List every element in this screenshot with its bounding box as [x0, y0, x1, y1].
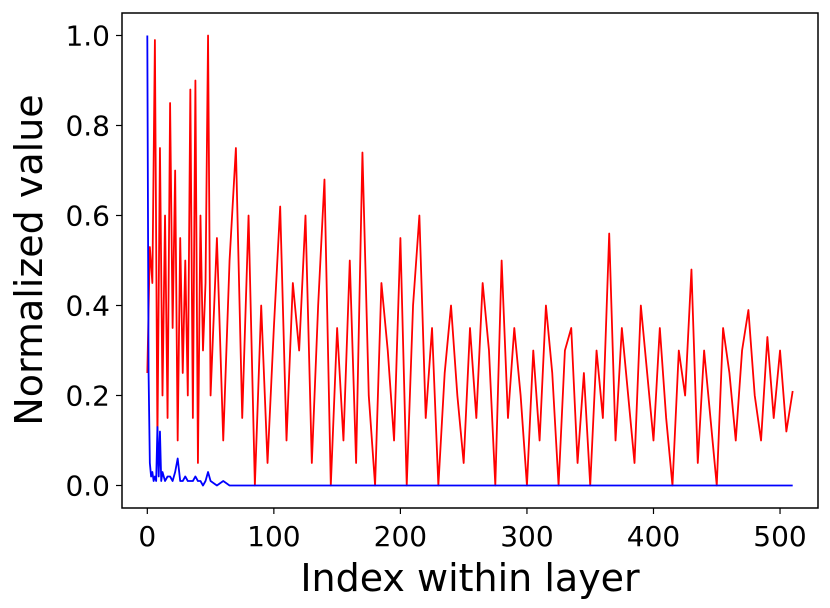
- x-tick-label: 200: [374, 520, 427, 553]
- y-axis-ticks: 0.0 0.2 0.4 0.6 0.8 1.0: [65, 20, 122, 503]
- y-tick-label: 0.6: [65, 200, 110, 233]
- x-tick-label: 500: [753, 520, 806, 553]
- y-tick-label: 0.8: [65, 110, 110, 143]
- x-axis-ticks: 0 100 200 300 400 500: [138, 508, 807, 553]
- y-axis-title: Normalized value: [7, 94, 51, 425]
- x-tick-label: 0: [138, 520, 156, 553]
- y-tick-label: 1.0: [65, 20, 110, 53]
- series-line-1: [146, 35, 793, 487]
- y-tick-label: 0.2: [65, 380, 110, 413]
- x-axis-title: Index within layer: [300, 556, 640, 600]
- series-layer: [146, 34, 794, 487]
- plot-area: [121, 12, 819, 509]
- y-tick-label: 0.0: [65, 470, 110, 503]
- x-tick-label: 400: [627, 520, 680, 553]
- series-line-0: [146, 34, 794, 487]
- y-tick-label: 0.4: [65, 290, 110, 323]
- x-tick-label: 100: [247, 520, 300, 553]
- x-tick-label: 300: [500, 520, 553, 553]
